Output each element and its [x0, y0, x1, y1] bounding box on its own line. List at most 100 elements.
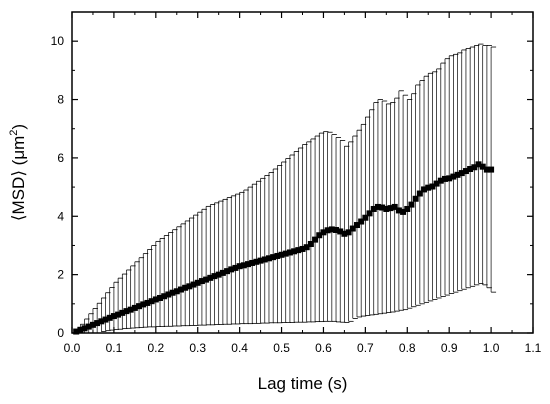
data-point — [240, 262, 247, 269]
y-axis-ticks: 0 2 4 6 8 10 — [51, 11, 533, 340]
data-point — [274, 252, 281, 259]
data-point — [106, 314, 113, 321]
data-point — [102, 316, 109, 323]
y-axis-label-main: ⟨MSD⟩ (μm — [9, 136, 28, 221]
data-point — [157, 294, 164, 301]
data-point — [458, 170, 465, 177]
data-point — [345, 229, 352, 236]
data-point — [324, 227, 331, 234]
data-point — [488, 166, 495, 173]
y-tick-label: 0 — [57, 326, 64, 340]
data-point — [462, 168, 469, 175]
data-point — [328, 226, 335, 233]
data-point — [161, 293, 168, 300]
x-tick-label: 0.1 — [106, 341, 123, 355]
data-point — [291, 248, 298, 255]
data-point — [207, 274, 214, 281]
data-point — [73, 328, 80, 335]
data-point — [387, 205, 394, 212]
data-point — [123, 308, 130, 315]
y-axis-label-superscript: 2 — [8, 130, 20, 136]
data-point — [475, 161, 482, 168]
data-point — [446, 175, 453, 182]
data-point — [282, 250, 289, 257]
data-point — [299, 245, 306, 252]
y-axis-label: ⟨MSD⟩ (μm2) — [8, 124, 28, 221]
data-point — [349, 225, 356, 232]
data-point — [127, 306, 134, 313]
data-point — [98, 318, 105, 325]
data-point — [429, 183, 436, 190]
data-point — [169, 289, 176, 296]
x-tick-label: 1.1 — [525, 341, 542, 355]
data-point — [152, 296, 159, 303]
data-point — [236, 263, 243, 270]
x-tick-label: 1.0 — [483, 341, 500, 355]
data-point — [265, 255, 272, 262]
data-point — [131, 304, 138, 311]
data-point — [358, 218, 365, 225]
data-point — [270, 254, 277, 261]
data-point — [81, 325, 88, 332]
data-point — [198, 278, 205, 285]
data-point — [404, 205, 411, 212]
data-point — [115, 311, 122, 318]
data-point — [295, 247, 302, 254]
data-point — [408, 201, 415, 208]
x-tick-label: 0.7 — [357, 341, 374, 355]
data-point — [110, 313, 117, 320]
data-point — [119, 309, 126, 316]
data-point — [425, 184, 432, 191]
data-point — [320, 229, 327, 236]
data-point — [303, 244, 310, 251]
data-point — [257, 257, 264, 264]
data-point — [316, 232, 323, 239]
data-point — [194, 279, 201, 286]
x-axis-label: Lag time (s) — [258, 374, 348, 393]
data-point — [224, 268, 231, 275]
data-point — [362, 214, 369, 221]
data-point — [278, 251, 285, 258]
x-tick-label: 0.6 — [315, 341, 332, 355]
data-point — [215, 271, 222, 278]
y-tick-label: 6 — [57, 151, 64, 165]
data-point — [395, 207, 402, 214]
data-point — [286, 249, 293, 256]
x-tick-label: 0.0 — [64, 341, 81, 355]
data-point — [370, 205, 377, 212]
data-point — [400, 208, 407, 215]
data-point — [182, 284, 189, 291]
data-point — [148, 298, 155, 305]
data-point — [483, 166, 490, 173]
data-point — [433, 180, 440, 187]
data-point — [366, 210, 373, 217]
data-point — [253, 258, 260, 265]
data-point — [136, 303, 143, 310]
data-point — [77, 326, 84, 333]
x-tick-label: 0.5 — [273, 341, 290, 355]
data-point — [140, 301, 147, 308]
data-point — [89, 321, 96, 328]
data-point — [190, 281, 197, 288]
x-tick-label: 0.2 — [147, 341, 164, 355]
y-axis-label-close: ) — [9, 124, 28, 130]
data-point — [261, 256, 268, 263]
data-point — [467, 165, 474, 172]
data-point — [479, 163, 486, 170]
x-axis-ticks: 0.0 0.1 0.2 0.3 0.4 0.5 0.6 0.7 0.8 0.9 1.0 1.1 — [64, 12, 542, 355]
y-tick-label: 4 — [57, 209, 64, 223]
data-point — [85, 323, 92, 330]
y-tick-label: 2 — [57, 268, 64, 282]
data-point — [173, 288, 180, 295]
y-tick-label: 10 — [51, 34, 65, 48]
data-point — [374, 203, 381, 210]
x-tick-label: 0.4 — [231, 341, 248, 355]
data-point — [333, 226, 340, 233]
y-tick-label: 8 — [57, 93, 64, 107]
data-point — [144, 299, 151, 306]
data-point — [454, 171, 461, 178]
x-tick-label: 0.8 — [399, 341, 416, 355]
data-point — [228, 266, 235, 273]
data-point — [437, 177, 444, 184]
data-point — [165, 291, 172, 298]
